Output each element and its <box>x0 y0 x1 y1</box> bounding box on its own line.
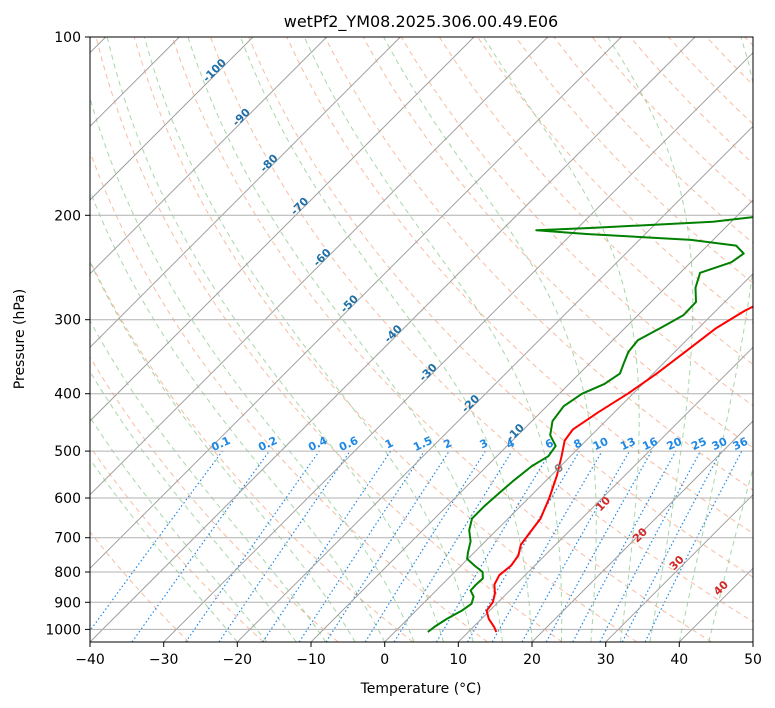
moist-adiabat-line <box>143 37 474 642</box>
moist-adiabat-line <box>187 37 503 642</box>
x-tick-label: 20 <box>523 652 541 668</box>
dry-adiabat-line <box>438 37 753 366</box>
y-tick-label: 600 <box>54 491 81 507</box>
dry-adiabat-line <box>90 356 339 642</box>
moist-adiabat-line <box>90 458 238 642</box>
mixing-ratio-line <box>545 450 653 642</box>
mixing-ratio-label: 25 <box>689 435 708 453</box>
chart-title: wetPf2_YM08.2025.306.00.49.E06 <box>284 12 558 32</box>
moist-adiabat-line <box>607 37 694 642</box>
isotherm-line <box>90 37 328 275</box>
y-tick-label: 500 <box>54 444 81 460</box>
x-tick-label: −40 <box>75 652 105 668</box>
temperature-profile-line <box>485 305 753 633</box>
moist-adiabat-line <box>383 37 597 642</box>
x-tick-label: −10 <box>296 652 326 668</box>
mixing-ratio-line <box>90 450 223 632</box>
y-tick-label: 100 <box>54 30 81 46</box>
x-axis-title: Temperature (°C) <box>360 681 482 697</box>
isotherm-line <box>90 37 549 496</box>
mixing-ratio-line <box>572 450 677 642</box>
x-tick-label: 10 <box>449 652 467 668</box>
mixing-ratio-line <box>325 450 450 642</box>
dewpoint-profile-line <box>427 216 753 633</box>
mixing-ratio-label: 20 <box>665 435 685 453</box>
x-tick-label: 50 <box>744 652 762 668</box>
x-tick-label: 30 <box>597 652 615 668</box>
dry-adiabat-line <box>90 150 488 642</box>
mixing-ratio-line <box>262 450 392 642</box>
mixing-ratio-label: 16 <box>640 435 660 453</box>
isotherm-line <box>605 493 753 642</box>
x-tick-label: 40 <box>670 652 688 668</box>
dry-adiabat-line <box>210 37 753 623</box>
isotherm-line <box>236 125 753 642</box>
mixing-ratio-label: 10 <box>591 435 611 453</box>
mixing-ratio-line <box>185 450 320 642</box>
background-lines <box>90 37 753 642</box>
mixing-ratio-label: 30 <box>710 435 730 453</box>
y-tick-label: 800 <box>54 565 81 581</box>
isotherm-line <box>90 37 696 642</box>
isotherm-line <box>90 37 622 570</box>
isotherm-line <box>531 420 753 642</box>
dry-adiabat-line <box>171 37 712 642</box>
dry-adiabat-line <box>133 37 638 642</box>
x-tick-label: −20 <box>223 652 253 668</box>
isotherm-line <box>90 37 475 422</box>
mixing-ratio-line <box>131 450 270 642</box>
x-tick-label: −30 <box>149 652 179 668</box>
profiles <box>427 216 753 633</box>
y-axis-title: Pressure (hPa) <box>12 289 28 389</box>
mixing-ratio-line <box>521 450 631 642</box>
plot-frame <box>89 36 754 643</box>
dry-adiabat-line <box>90 445 264 642</box>
moist-adiabat-line <box>106 37 445 642</box>
isotherm-line <box>90 37 401 349</box>
grid-lines <box>90 37 753 642</box>
moist-adiabat-line <box>90 370 297 642</box>
dry-adiabat-line <box>400 37 753 407</box>
isotherm-line <box>310 199 753 642</box>
moist-adiabat-line <box>303 37 563 642</box>
y-axis: 100 200 300 400 500 600 700 800 900 1000 <box>45 30 90 638</box>
moist-adiabat-line <box>90 260 356 642</box>
y-tick-label: 400 <box>54 387 81 403</box>
y-tick-label: 900 <box>54 595 81 611</box>
isotherm-line <box>384 272 753 642</box>
isotherm-line <box>163 51 753 642</box>
moist-adiabat-line <box>482 37 640 642</box>
moist-adiabat-line <box>90 189 386 642</box>
y-tick-label: 200 <box>54 208 81 224</box>
mixing-ratio-line <box>644 450 743 642</box>
dry-adiabat-line <box>515 37 753 284</box>
x-axis: −40 −30 −20 −10 0 10 20 30 40 50 <box>75 642 762 668</box>
dry-adiabat-line <box>248 37 753 578</box>
y-tick-label: 700 <box>54 531 81 547</box>
moist-adiabat-line <box>90 416 268 642</box>
dry-adiabat-line <box>90 531 190 642</box>
y-tick-label: 1000 <box>45 622 81 638</box>
isotherm-line <box>457 346 753 642</box>
x-tick-label: 0 <box>380 652 389 668</box>
isotherm-line <box>90 37 254 201</box>
mixing-ratio-line <box>393 450 513 642</box>
mixing-ratio-line <box>298 450 425 642</box>
mixing-ratio-label: 36 <box>731 435 751 453</box>
mixing-ratio-label: 13 <box>618 435 637 453</box>
y-tick-label: 300 <box>54 313 81 329</box>
mixing-ratio-line <box>218 450 351 642</box>
dry-adiabat-line <box>95 37 563 642</box>
